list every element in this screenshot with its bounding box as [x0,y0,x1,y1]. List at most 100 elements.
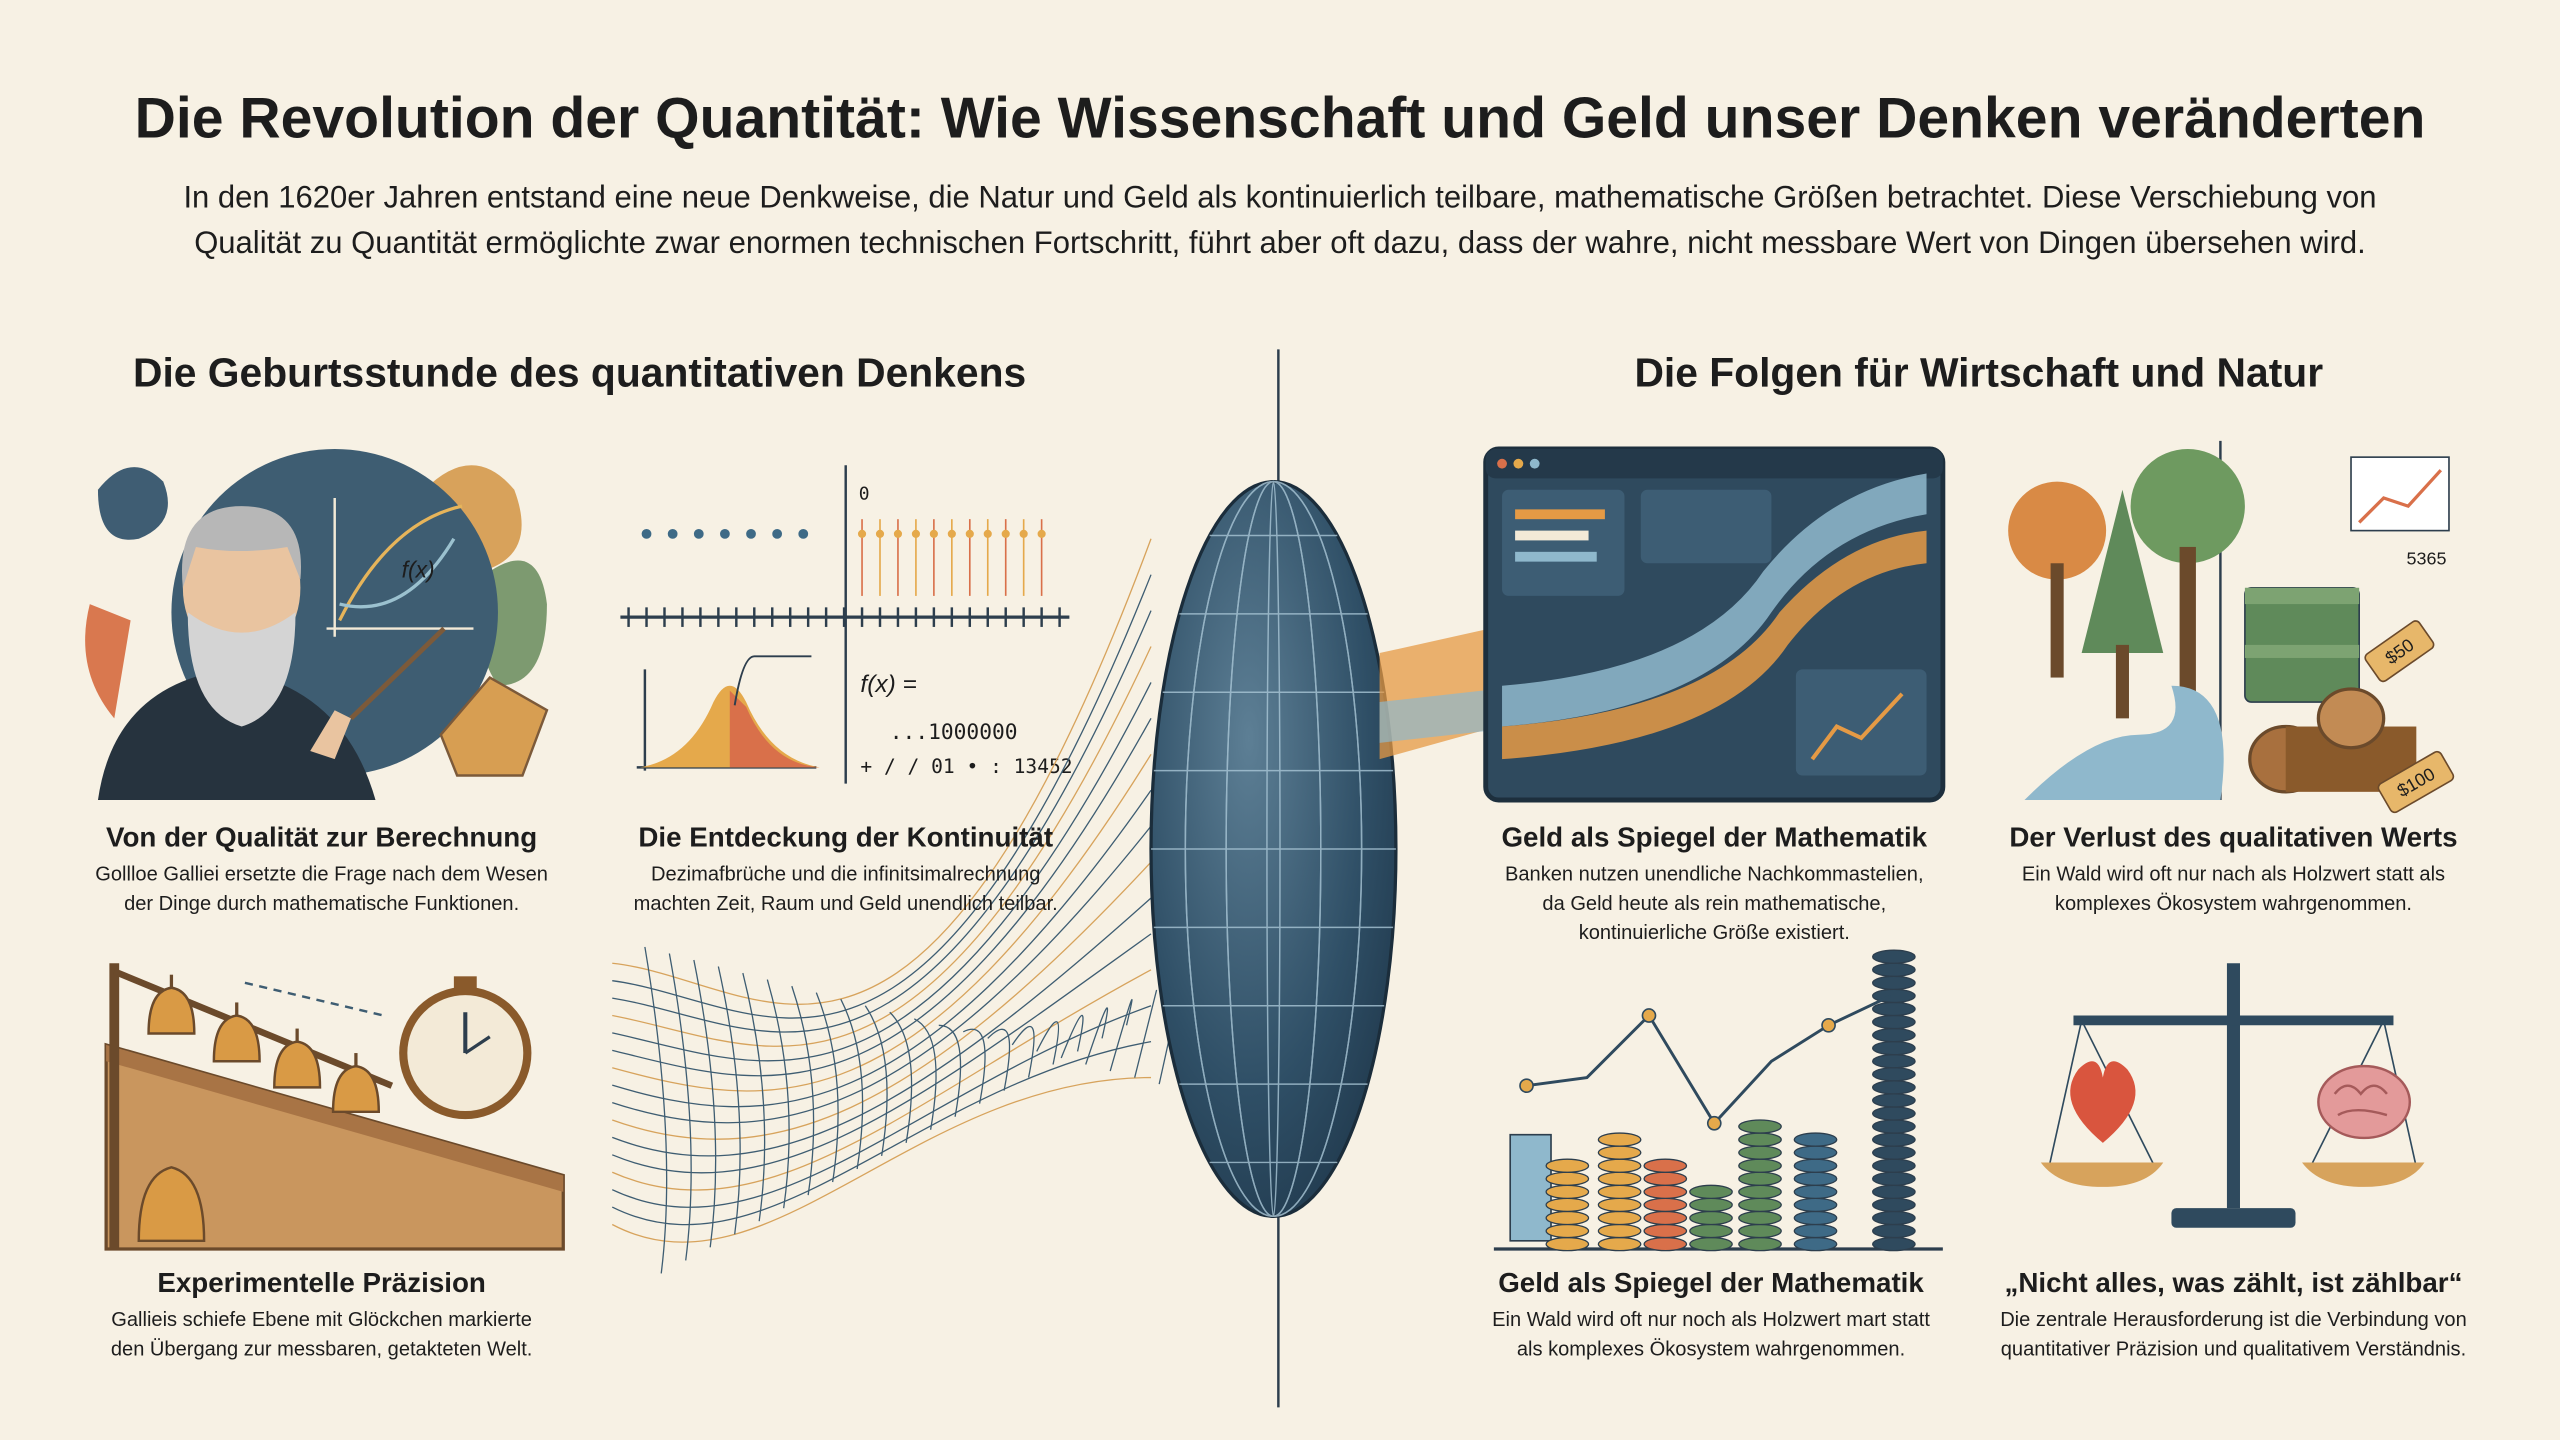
coin [1871,1014,1916,1030]
coin [1643,1158,1688,1173]
coin [1871,1223,1916,1239]
coin [1871,1040,1916,1056]
mesh-line [612,574,1152,1019]
coin [1545,1236,1590,1252]
decoration [464,1035,491,1055]
coin [1793,1145,1838,1160]
dot [965,529,974,538]
coin [1793,1210,1838,1226]
panel-title: Der Verlust des qualitativen Werts [2009,822,2457,853]
coin [1871,962,1916,977]
mesh-line [612,861,1152,1140]
decoration [338,504,463,622]
panel-text: Gallieis schiefe Ebene mit Glöckchen mar… [111,1309,532,1331]
decoration [85,604,131,719]
coin [1871,1093,1916,1108]
coin [1597,1236,1642,1252]
coin [1871,1054,1916,1069]
panel-text: kontinuierliche Größe existiert. [1579,922,1850,944]
coin [1738,1145,1782,1160]
decoration [2081,489,2164,654]
coin [1793,1132,1838,1147]
coin [1871,1106,1916,1121]
decoration [2333,1084,2388,1117]
coin [1643,1171,1688,1186]
coin [1871,949,1916,964]
mesh-line [612,789,1152,1108]
panel-text: Die zentrale Herausforderung ist die Ver… [2000,1309,2467,1331]
coin [1793,1197,1838,1213]
coin [1738,1184,1782,1200]
mesh-line [766,979,790,1209]
dot [929,529,938,538]
decoration [2358,469,2443,524]
coin [1871,1210,1916,1226]
dot [875,529,885,538]
coin [1597,1145,1642,1160]
coin [1871,1184,1916,1200]
decoration [1810,692,1904,761]
section-heading: Die Folgen für Wirtschaft und Natur [1634,349,2323,395]
trend-point [1519,1078,1534,1094]
coin [1643,1184,1688,1200]
coin [1871,1067,1916,1082]
panel-text: Banken nutzen unendliche Nachkommastelie… [1505,863,1924,885]
decoration [1151,480,1396,1218]
coin [1545,1223,1590,1239]
mesh-line [612,646,1152,1047]
decoration [2179,546,2196,694]
decoration [453,976,477,993]
decoration [2364,620,2435,683]
coin [1871,1158,1916,1173]
coin [1871,1197,1916,1213]
decoration [2115,644,2129,719]
coin [1793,1158,1838,1173]
dot [911,529,920,538]
decoration [2050,563,2064,678]
decoration [147,974,380,1114]
panel-text: Gollloe Galliei ersetzte die Frage nach … [95,863,548,885]
decoration [244,981,384,1017]
coin [1545,1171,1590,1186]
coin [1597,1197,1642,1213]
dot [1019,529,1028,538]
mesh-line [644,946,668,1274]
dot [798,528,809,539]
decoration [1509,1133,1552,1242]
decoration: $50 [2364,620,2435,683]
decoration [2377,750,2455,814]
mesh-line [938,1024,962,1117]
decoration [339,537,456,609]
coin [1689,1184,1733,1200]
coin [1689,1197,1733,1213]
panel-title: Geld als Spiegel der Mathematik [1498,1267,1924,1298]
decoration [1497,458,1507,469]
decoration [97,669,376,800]
decoration: + / / 01 • : 13452 [860,755,1072,778]
mesh-line [668,953,692,1261]
coin [1597,1210,1642,1226]
dot [746,528,756,539]
coin [1871,1132,1916,1147]
mesh-line [612,825,1152,1124]
decoration [2317,1064,2412,1140]
coin [1545,1158,1590,1173]
experiment-illustration [104,963,565,1251]
coin [1597,1184,1642,1200]
bell [331,1064,380,1114]
dot [947,529,956,538]
decoration [1640,489,1772,564]
decoration [2302,1162,2425,1187]
mesh-line [611,1040,1152,1226]
dot [719,528,730,539]
coin [1597,1223,1642,1239]
coin [1738,1158,1782,1173]
coin [1871,975,1916,991]
panel-text: da Geld heute als rein mathematische, [1542,893,1886,915]
decoration [729,690,820,768]
coin [1689,1210,1733,1226]
coin [1738,1132,1782,1147]
canvas: f(x) 0 f(x) = ...1000000 + / / 01 • : 13… [85,87,2467,1408]
